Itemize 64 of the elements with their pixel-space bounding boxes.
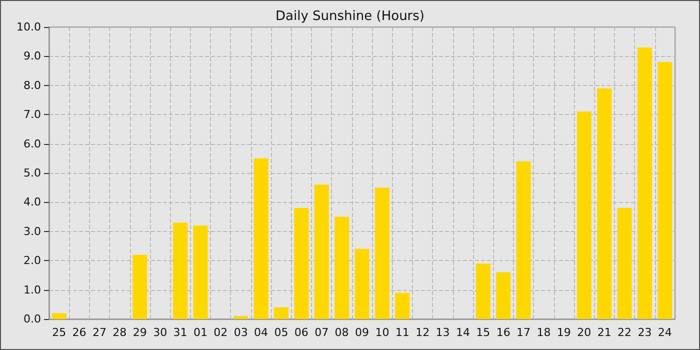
bar bbox=[172, 222, 188, 319]
chart-title: Daily Sunshine (Hours) bbox=[276, 9, 424, 24]
x-tick-label: 26 bbox=[72, 326, 86, 339]
x-tick-label: 29 bbox=[132, 326, 147, 339]
x-tick-label: 23 bbox=[638, 326, 652, 339]
bar bbox=[637, 47, 652, 319]
bar bbox=[334, 216, 350, 319]
x-tick-label: 18 bbox=[536, 326, 551, 339]
y-tick-label: 9.0 bbox=[24, 50, 41, 63]
y-tick-label: 4.0 bbox=[24, 196, 41, 209]
y-tick-label: 3.0 bbox=[24, 224, 41, 238]
x-tick-label: 05 bbox=[274, 326, 288, 339]
bar bbox=[274, 307, 288, 319]
x-tick-label: 04 bbox=[254, 326, 268, 339]
bar bbox=[193, 226, 208, 319]
y-tick-label: 1.0 bbox=[24, 283, 41, 296]
x-tick-label: 31 bbox=[173, 326, 188, 339]
y-tick-label: 10.0 bbox=[16, 20, 41, 34]
x-tick-label: 13 bbox=[436, 326, 450, 339]
bar bbox=[132, 254, 148, 319]
x-tick-label: 03 bbox=[234, 326, 248, 339]
x-tick-label: 07 bbox=[314, 326, 329, 339]
x-tick-label: 24 bbox=[658, 326, 672, 339]
x-tick-label: 30 bbox=[153, 326, 168, 339]
x-tick-label: 21 bbox=[597, 326, 612, 339]
bar bbox=[374, 188, 390, 319]
bar bbox=[516, 161, 531, 319]
x-tick-label: 17 bbox=[516, 326, 531, 339]
y-tick-label: 6.0 bbox=[24, 137, 41, 150]
x-tick-label: 09 bbox=[355, 326, 369, 339]
x-tick-label: 19 bbox=[556, 326, 571, 339]
x-tick-label: 22 bbox=[618, 326, 632, 339]
x-tick-label: 27 bbox=[92, 326, 106, 339]
bar bbox=[597, 88, 612, 319]
x-tick-label: 10 bbox=[375, 326, 390, 339]
bar bbox=[354, 248, 370, 319]
y-tick-label: 2.0 bbox=[24, 254, 41, 268]
x-tick-label: 06 bbox=[294, 326, 308, 339]
bar bbox=[476, 264, 490, 319]
bar bbox=[294, 208, 309, 319]
x-tick-label: 20 bbox=[577, 326, 592, 339]
bar bbox=[496, 272, 511, 319]
bar bbox=[395, 292, 410, 319]
bar bbox=[314, 184, 329, 319]
bar bbox=[52, 313, 66, 319]
x-tick-label: 08 bbox=[334, 326, 349, 339]
x-tick-label: 14 bbox=[456, 326, 470, 339]
x-tick-label: 01 bbox=[193, 326, 208, 339]
x-tick-label: 15 bbox=[476, 326, 490, 339]
x-tick-label: 11 bbox=[395, 326, 410, 339]
bar bbox=[576, 112, 592, 319]
x-tick-label: 28 bbox=[112, 326, 127, 339]
bar bbox=[234, 316, 248, 319]
bar bbox=[658, 62, 672, 319]
y-tick-label: 0.0 bbox=[24, 312, 41, 326]
x-tick-label: 25 bbox=[52, 326, 66, 339]
y-tick-label: 8.0 bbox=[24, 78, 41, 92]
x-tick-label: 02 bbox=[214, 326, 228, 339]
y-tick-label: 7.0 bbox=[24, 108, 41, 122]
x-tick-label: 16 bbox=[496, 326, 510, 339]
x-tick-label: 12 bbox=[416, 326, 430, 339]
y-tick-label: 5.0 bbox=[24, 166, 41, 180]
bar bbox=[617, 208, 632, 319]
bar bbox=[254, 158, 268, 319]
